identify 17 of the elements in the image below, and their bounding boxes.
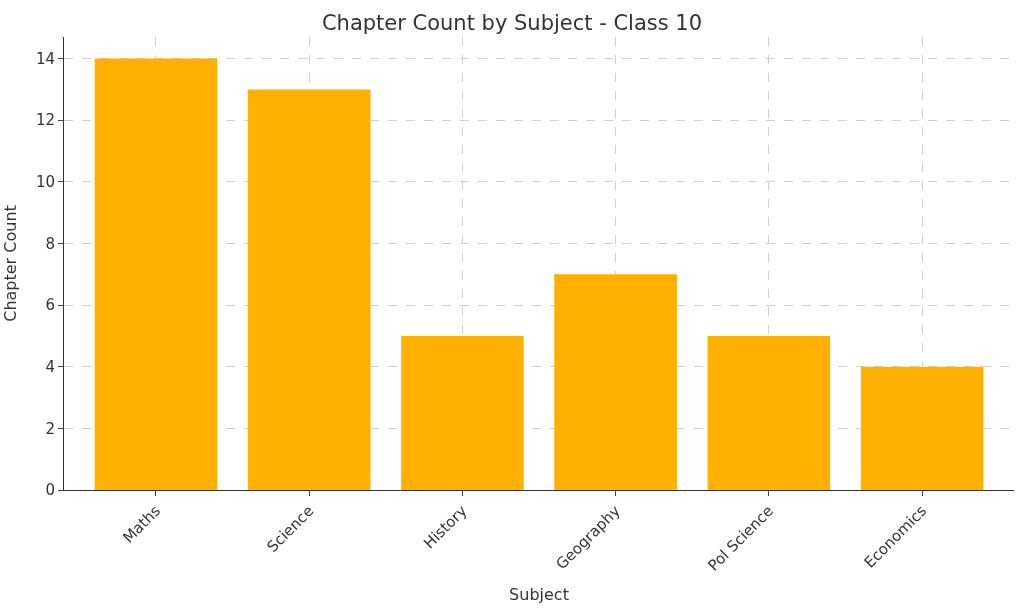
y-tick-label: 10 bbox=[35, 173, 55, 192]
chart-title: Chapter Count by Subject - Class 10 bbox=[321, 10, 703, 35]
y-tick-label: 12 bbox=[35, 111, 55, 130]
bar bbox=[707, 335, 831, 490]
y-tick-label: 8 bbox=[45, 234, 55, 253]
y-tick-label: 0 bbox=[45, 481, 55, 500]
bar bbox=[94, 58, 218, 490]
y-tick-label: 2 bbox=[45, 419, 55, 438]
bar bbox=[401, 335, 524, 490]
bar bbox=[247, 89, 371, 490]
bar bbox=[554, 274, 677, 490]
y-tick-label: 6 bbox=[45, 296, 55, 315]
y-tick-label: 4 bbox=[45, 357, 55, 376]
x-axis-title: Subject bbox=[509, 585, 569, 605]
y-axis-title: Chapter Count bbox=[0, 205, 20, 322]
bar bbox=[860, 366, 984, 490]
y-tick-label: 14 bbox=[35, 49, 55, 68]
